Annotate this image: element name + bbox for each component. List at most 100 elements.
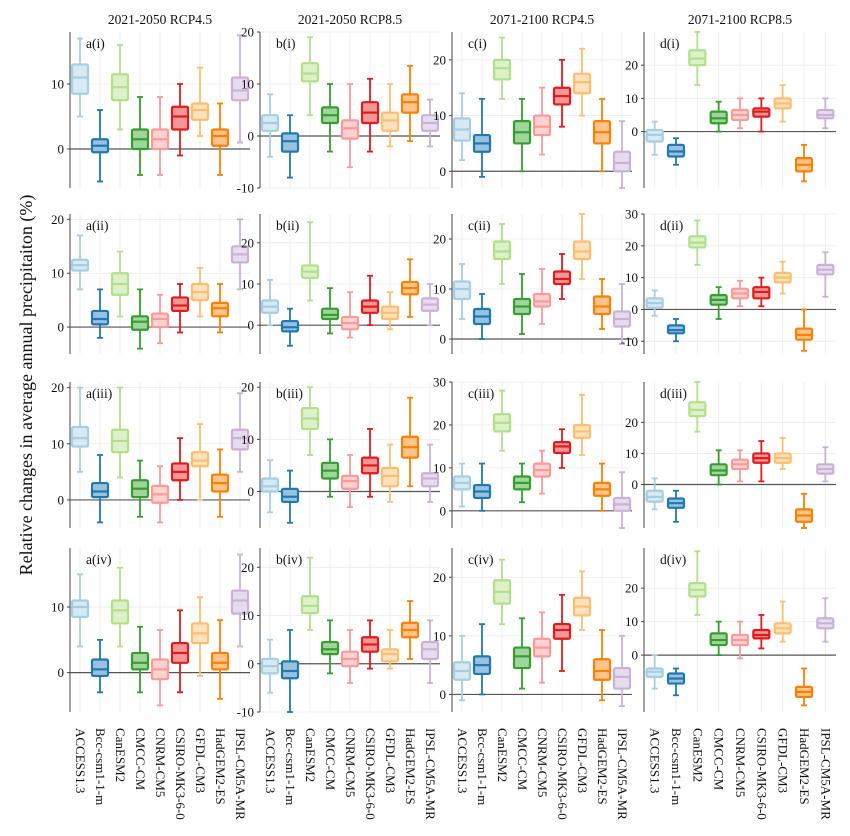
y-tick-label: -10 — [621, 334, 638, 349]
x-tick-label: CanESM2 — [495, 728, 510, 782]
y-tick-label: 0 — [58, 142, 65, 157]
y-tick-label: 10 — [433, 460, 446, 475]
x-tick-label: IPSL-CM5A-MR — [615, 728, 630, 820]
box-iqr — [300, 62, 320, 83]
y-tick-label: 10 — [241, 277, 254, 292]
panel-label: b(i) — [276, 36, 296, 51]
y-tick-label: 0 — [440, 687, 447, 702]
box-iqr — [210, 301, 230, 318]
y-tick-label: 10 — [625, 270, 638, 285]
box-iqr — [592, 295, 612, 316]
panel-label: c(ii) — [468, 218, 491, 233]
box-iqr — [90, 658, 110, 678]
box-iqr — [320, 640, 340, 656]
x-tick-label: ACCESS1.3 — [648, 728, 663, 793]
x-tick-label: GFDL-CM3 — [193, 728, 208, 793]
y-tick-label: 10 — [433, 108, 446, 123]
panel-label: a(iv) — [86, 552, 111, 567]
y-tick-label: 10 — [241, 432, 254, 447]
panel-label: d(iv) — [660, 552, 686, 567]
box-iqr — [592, 658, 612, 681]
panel-label: a(i) — [86, 36, 105, 51]
panel-label: b(iii) — [276, 386, 303, 401]
y-tick-label: 20 — [433, 52, 446, 67]
y-tick-label: 30 — [433, 375, 446, 390]
box-iqr — [190, 102, 210, 121]
y-tick-label: 0 — [632, 648, 639, 663]
y-tick-label: 0 — [248, 129, 255, 144]
x-tick-label: GFDL-CM3 — [575, 728, 590, 793]
box-iqr — [400, 93, 420, 114]
box-iqr — [170, 296, 190, 313]
y-tick-label: 20 — [433, 570, 446, 585]
box-iqr — [230, 589, 250, 615]
box-iqr — [190, 451, 210, 468]
y-tick-label: 0 — [632, 124, 639, 139]
x-tick-label: GFDL-CM3 — [776, 728, 791, 793]
y-tick-label: 0 — [58, 492, 65, 507]
y-tick-label: 0 — [248, 484, 255, 499]
x-tick-label: ACCESS1.3 — [263, 728, 278, 793]
x-tick-label: CNRM-CM5 — [153, 728, 168, 797]
x-tick-label: CMCC-CM — [712, 728, 727, 791]
box-iqr — [230, 76, 250, 102]
panel-label: c(i) — [468, 36, 487, 51]
panel-label: a(ii) — [86, 218, 109, 233]
x-tick-label: Bcc-csm1-1-m — [669, 728, 684, 805]
y-tick-label: 10 — [433, 282, 446, 297]
box-iqr — [130, 315, 150, 331]
x-tick-label: CNRM-CM5 — [343, 728, 358, 797]
y-tick-label: 20 — [241, 235, 254, 250]
box-iqr — [552, 270, 572, 286]
x-tick-label: IPSL-CM5A-MR — [818, 728, 833, 820]
y-axis-label: Relative changes in average annual preci… — [16, 195, 37, 576]
column-title: 2071-2100 RCP4.5 — [490, 12, 595, 27]
y-tick-label: 20 — [51, 380, 64, 395]
box-iqr — [210, 128, 230, 147]
x-tick-label: CMCC-CM — [323, 728, 338, 791]
y-tick-label: 20 — [241, 380, 254, 395]
box-iqr — [170, 105, 190, 131]
box-iqr — [380, 466, 400, 488]
panel-label: b(ii) — [276, 218, 299, 233]
y-tick-label: -10 — [237, 181, 254, 196]
box-iqr — [280, 660, 300, 680]
box-iqr — [70, 425, 90, 448]
x-tick-label: CNRM-CM5 — [535, 728, 550, 797]
box-iqr — [612, 150, 632, 173]
y-tick-label: 20 — [433, 232, 446, 247]
y-tick-label: 0 — [58, 665, 65, 680]
x-tick-label: HadGEM2-ES — [797, 728, 812, 805]
y-tick-label: 20 — [241, 25, 254, 40]
box-iqr — [280, 132, 300, 153]
x-tick-label: ACCESS1.3 — [73, 728, 88, 793]
y-tick-label: 20 — [433, 417, 446, 432]
box-iqr — [90, 309, 110, 326]
x-tick-label: CMCC-CM — [133, 728, 148, 791]
box-iqr — [280, 487, 300, 504]
box-iqr — [110, 599, 130, 625]
box-iqr — [492, 58, 512, 81]
column-title: 2071-2100 RCP8.5 — [688, 12, 793, 27]
y-tick-label: 10 — [51, 77, 64, 92]
box-iqr — [340, 119, 360, 140]
panel-label: c(iv) — [468, 552, 493, 567]
panel-label: b(iv) — [276, 552, 302, 567]
box-iqr — [532, 292, 552, 308]
box-iqr — [452, 280, 472, 301]
box-iqr — [340, 474, 360, 490]
box-iqr — [90, 481, 110, 499]
y-tick-label: 0 — [248, 318, 255, 333]
box-iqr — [420, 472, 440, 488]
x-tick-label: CSIRO-MK3-6-0 — [754, 728, 769, 820]
x-tick-label: HadGEM2-ES — [403, 728, 418, 805]
x-tick-label: ACCESS1.3 — [455, 728, 470, 793]
panel-label: c(iii) — [468, 386, 494, 401]
y-tick-label: 10 — [51, 600, 64, 615]
x-tick-label: CanESM2 — [303, 728, 318, 782]
y-tick-label: 0 — [248, 656, 255, 671]
box-iqr — [230, 428, 250, 451]
box-iqr — [300, 595, 320, 615]
y-tick-label: 0 — [58, 320, 65, 335]
